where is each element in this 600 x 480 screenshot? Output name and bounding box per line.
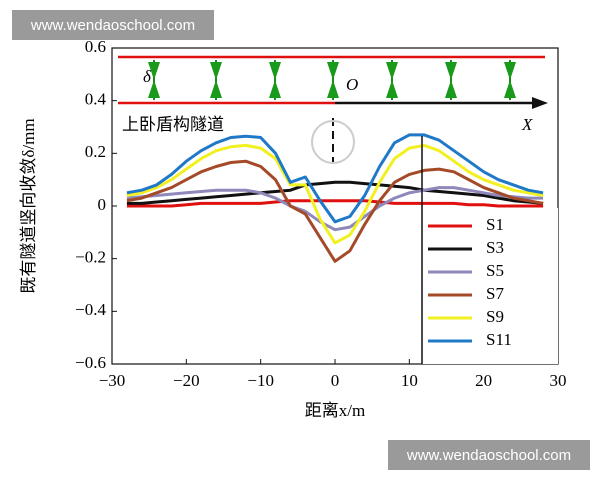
series-line [126, 199, 544, 208]
arrow-head [210, 80, 222, 98]
watermark-box [12, 10, 214, 40]
arrow-head [386, 62, 398, 80]
x-tick-label: 20 [475, 371, 492, 390]
x-tick-label: −20 [173, 371, 200, 390]
x-axis-symbol: X [521, 115, 533, 134]
y-tick-label: 0.2 [85, 142, 106, 161]
series-line [126, 180, 544, 205]
legend-label: S9 [486, 307, 504, 326]
y-tick-label: −0.6 [75, 353, 106, 372]
arrow-head [386, 80, 398, 98]
series-line [126, 133, 544, 224]
delta-label: δ [143, 67, 152, 86]
arrow-head [148, 80, 160, 98]
series-line [126, 159, 544, 263]
series-line [126, 186, 544, 232]
legend-label: S7 [486, 284, 504, 303]
x-axis-label: 距离x/m [305, 401, 365, 420]
y-tick-label: 0.6 [85, 37, 106, 56]
y-tick-label: −0.4 [75, 300, 106, 319]
legend-label: S5 [486, 261, 504, 280]
arrow-head [445, 80, 457, 98]
x-tick-label: 30 [550, 371, 567, 390]
watermark-box [388, 440, 590, 470]
legend-label: S11 [486, 330, 512, 349]
legend-label: S3 [486, 238, 504, 257]
watermark: www.wendaoschool.com [406, 447, 571, 464]
watermark: www.wendaoschool.com [30, 17, 195, 34]
arrow-head [504, 80, 516, 98]
y-tick-label: 0 [98, 195, 107, 214]
arrow-head [210, 62, 222, 80]
legend-box [422, 208, 558, 364]
y-axis-label: 既有隧道竖向收敛δ/mm [19, 118, 38, 293]
x-tick-label: 0 [331, 371, 340, 390]
x-tick-label: 10 [401, 371, 418, 390]
origin-label: O [346, 75, 358, 94]
arrow-head [504, 62, 516, 80]
x-tick-label: −30 [99, 371, 126, 390]
arrow-head [532, 97, 548, 109]
arrow-head [327, 62, 339, 80]
arrow-head [445, 62, 457, 80]
arrow-head [327, 80, 339, 98]
arrow-head [148, 62, 160, 80]
y-tick-label: −0.2 [75, 248, 106, 267]
series-line [126, 143, 544, 245]
schematic-label: 上卧盾构隧道 [122, 115, 224, 134]
arrow-head [269, 62, 281, 80]
x-tick-label: −10 [247, 371, 274, 390]
y-tick-label: 0.4 [85, 90, 107, 109]
arrow-head [269, 80, 281, 98]
legend-label: S1 [486, 215, 504, 234]
schematic: 上卧盾构隧道 δ O X [118, 55, 548, 164]
tunnel-circle [311, 120, 355, 164]
